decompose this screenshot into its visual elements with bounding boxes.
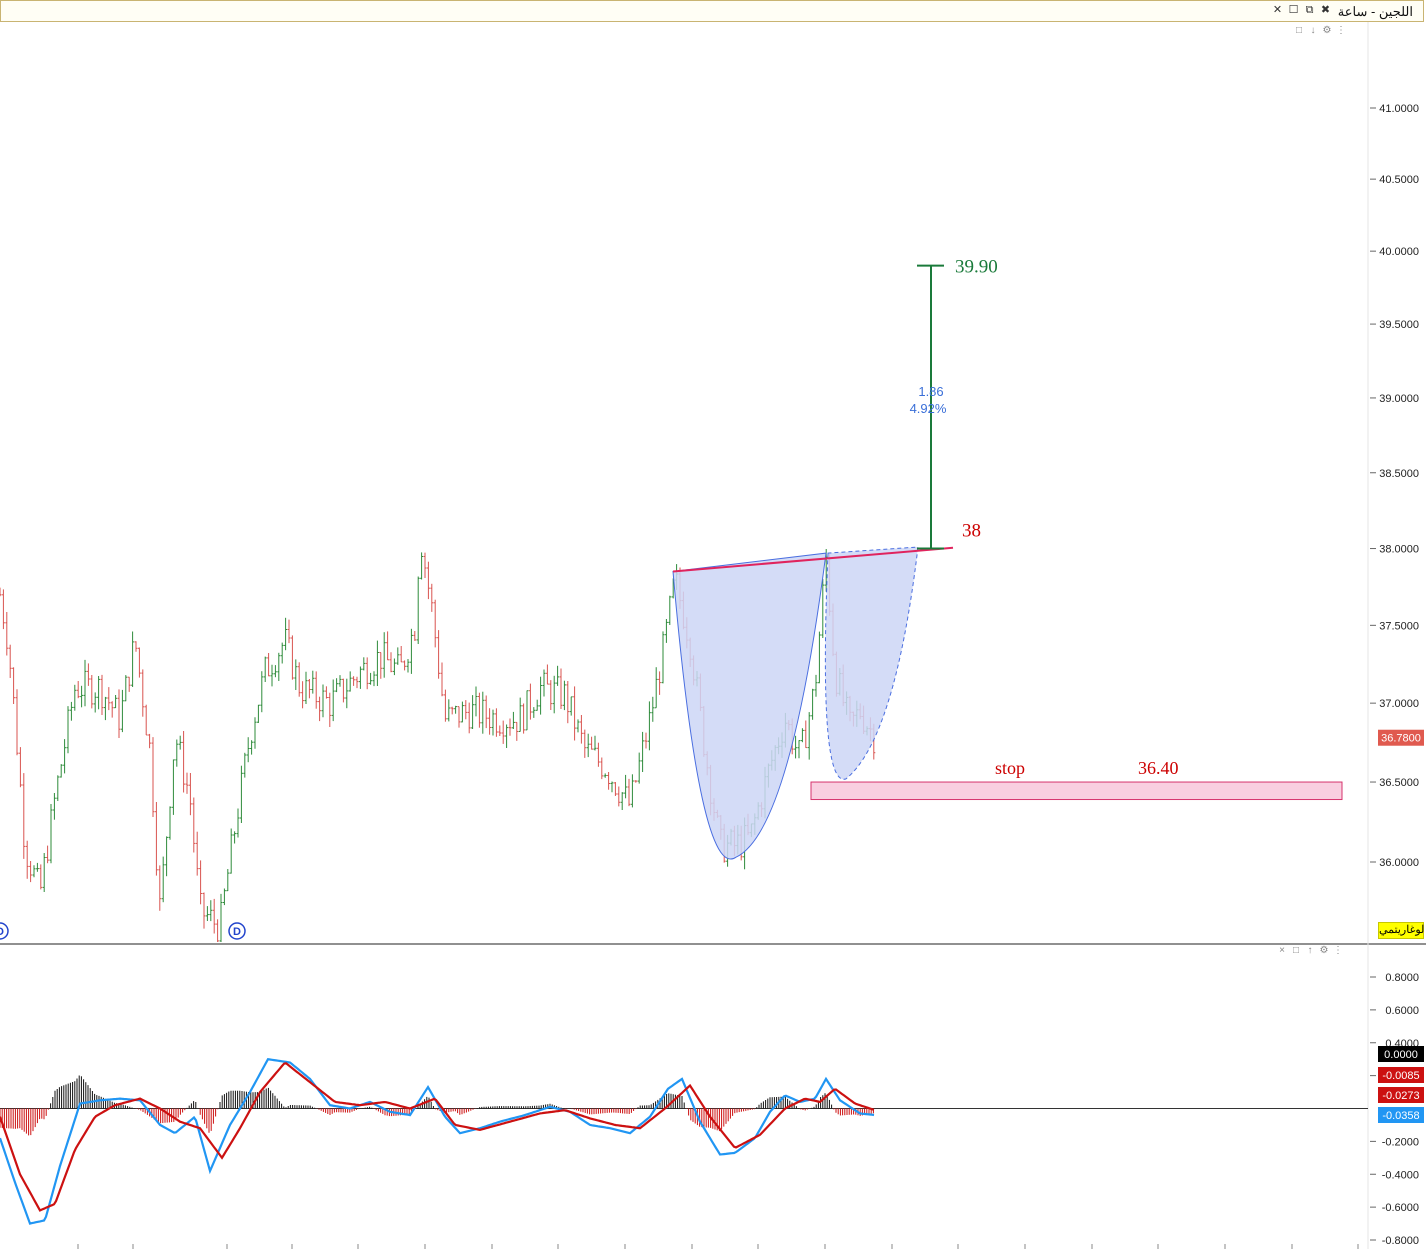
pane-more-icon[interactable]: ⋮ (1333, 945, 1343, 956)
price-tick-label: 37.5000 (1379, 620, 1419, 632)
indicator-value-badge (1378, 1067, 1424, 1083)
pane-maximize-icon[interactable]: □ (1295, 25, 1303, 36)
indicator-value-badge (1378, 1046, 1424, 1062)
indicator-tick-label: -0.2000 (1382, 1136, 1419, 1148)
target-label: 39.90 (955, 257, 998, 278)
indicator-value-text: -0.0358 (1382, 1110, 1419, 1122)
dividend-marker-label: D (0, 926, 4, 938)
measure-percent: 4.92% (910, 401, 947, 416)
price-tick-label: 36.0000 (1379, 857, 1419, 869)
price-tick-label: 38.5000 (1379, 468, 1419, 480)
indicator-pane-tools: × □ ↑ ⚙ ⋮ (1275, 945, 1345, 957)
price-tick-label: 38.0000 (1379, 544, 1419, 556)
current-price-badge (1378, 729, 1424, 746)
close-icon[interactable]: ✕ (1272, 4, 1283, 16)
handle-shape (824, 546, 919, 780)
window-close-icon[interactable]: ✖ (1320, 4, 1331, 16)
pane-settings-icon[interactable]: ⚙ (1319, 945, 1329, 956)
stop-value: 36.40 (1138, 758, 1179, 778)
price-tick-label: 36.5000 (1379, 777, 1419, 789)
macd-line (0, 1057, 875, 1225)
cup-shape (672, 552, 827, 860)
restore-icon[interactable]: ⧉ (1305, 4, 1314, 16)
pane-more-icon[interactable]: ⋮ (1336, 25, 1346, 36)
maximize-icon[interactable]: ☐ (1288, 4, 1299, 16)
price-tick-label: 37.0000 (1379, 698, 1419, 710)
signal-line (0, 1062, 875, 1212)
pane-down-icon[interactable]: ↓ (1310, 25, 1316, 36)
dividend-marker-label: D (233, 926, 241, 938)
indicator-value-text: -0.0273 (1382, 1090, 1419, 1102)
price-tick-label: 41.0000 (1379, 103, 1419, 115)
dividend-marker (0, 922, 9, 940)
indicator-tick-label: 0.8000 (1385, 972, 1419, 984)
window-title: اللجين - ساعة (1337, 4, 1413, 19)
pane-close-icon[interactable]: × (1279, 945, 1285, 956)
breakout-label: 38 (962, 521, 981, 542)
price-tick-label: 39.5000 (1379, 319, 1419, 331)
log-scale-toggle[interactable]: لوغاريتمي (1378, 922, 1424, 939)
stop-zone (810, 781, 1343, 801)
pane-up-icon[interactable]: ↑ (1307, 945, 1313, 956)
neckline (672, 546, 954, 573)
pane-settings-icon[interactable]: ⚙ (1322, 25, 1332, 36)
current-price-text: 36.7800 (1381, 733, 1421, 745)
indicator-tick-label: 0.6000 (1385, 1005, 1419, 1017)
time-axis (77, 1244, 1359, 1249)
price-tick-label: 40.0000 (1379, 246, 1419, 258)
stop-label: stop (995, 758, 1025, 778)
price-tick-label: 40.5000 (1379, 174, 1419, 186)
indicator-value-text: -0.0085 (1382, 1070, 1419, 1082)
price-axis: 41.0000 40.5000 40.0000 39.5000 39.0000 38.50… (1370, 103, 1419, 869)
measure-value: 1.86 (918, 384, 943, 399)
indicator-tick-label: -0.6000 (1382, 1202, 1419, 1214)
price-pane-tools: □ ↓ ⚙ ⋮ (1292, 25, 1348, 37)
indicator-value-badge (1378, 1107, 1424, 1123)
dividend-marker (228, 922, 246, 940)
histogram (0, 1075, 874, 1136)
window-titlebar: اللجين - ساعة ✕ ☐ ⧉ ✖ (0, 0, 1424, 22)
indicator-value-text: 0.0000 (1384, 1049, 1418, 1061)
indicator-tick-label: -0.4000 (1382, 1169, 1419, 1181)
pane-maximize-icon[interactable]: □ (1292, 945, 1300, 956)
price-tick-label: 39.0000 (1379, 393, 1419, 405)
indicator-tick-label: -0.8000 (1382, 1235, 1419, 1247)
indicator-value-badge (1378, 1087, 1424, 1103)
